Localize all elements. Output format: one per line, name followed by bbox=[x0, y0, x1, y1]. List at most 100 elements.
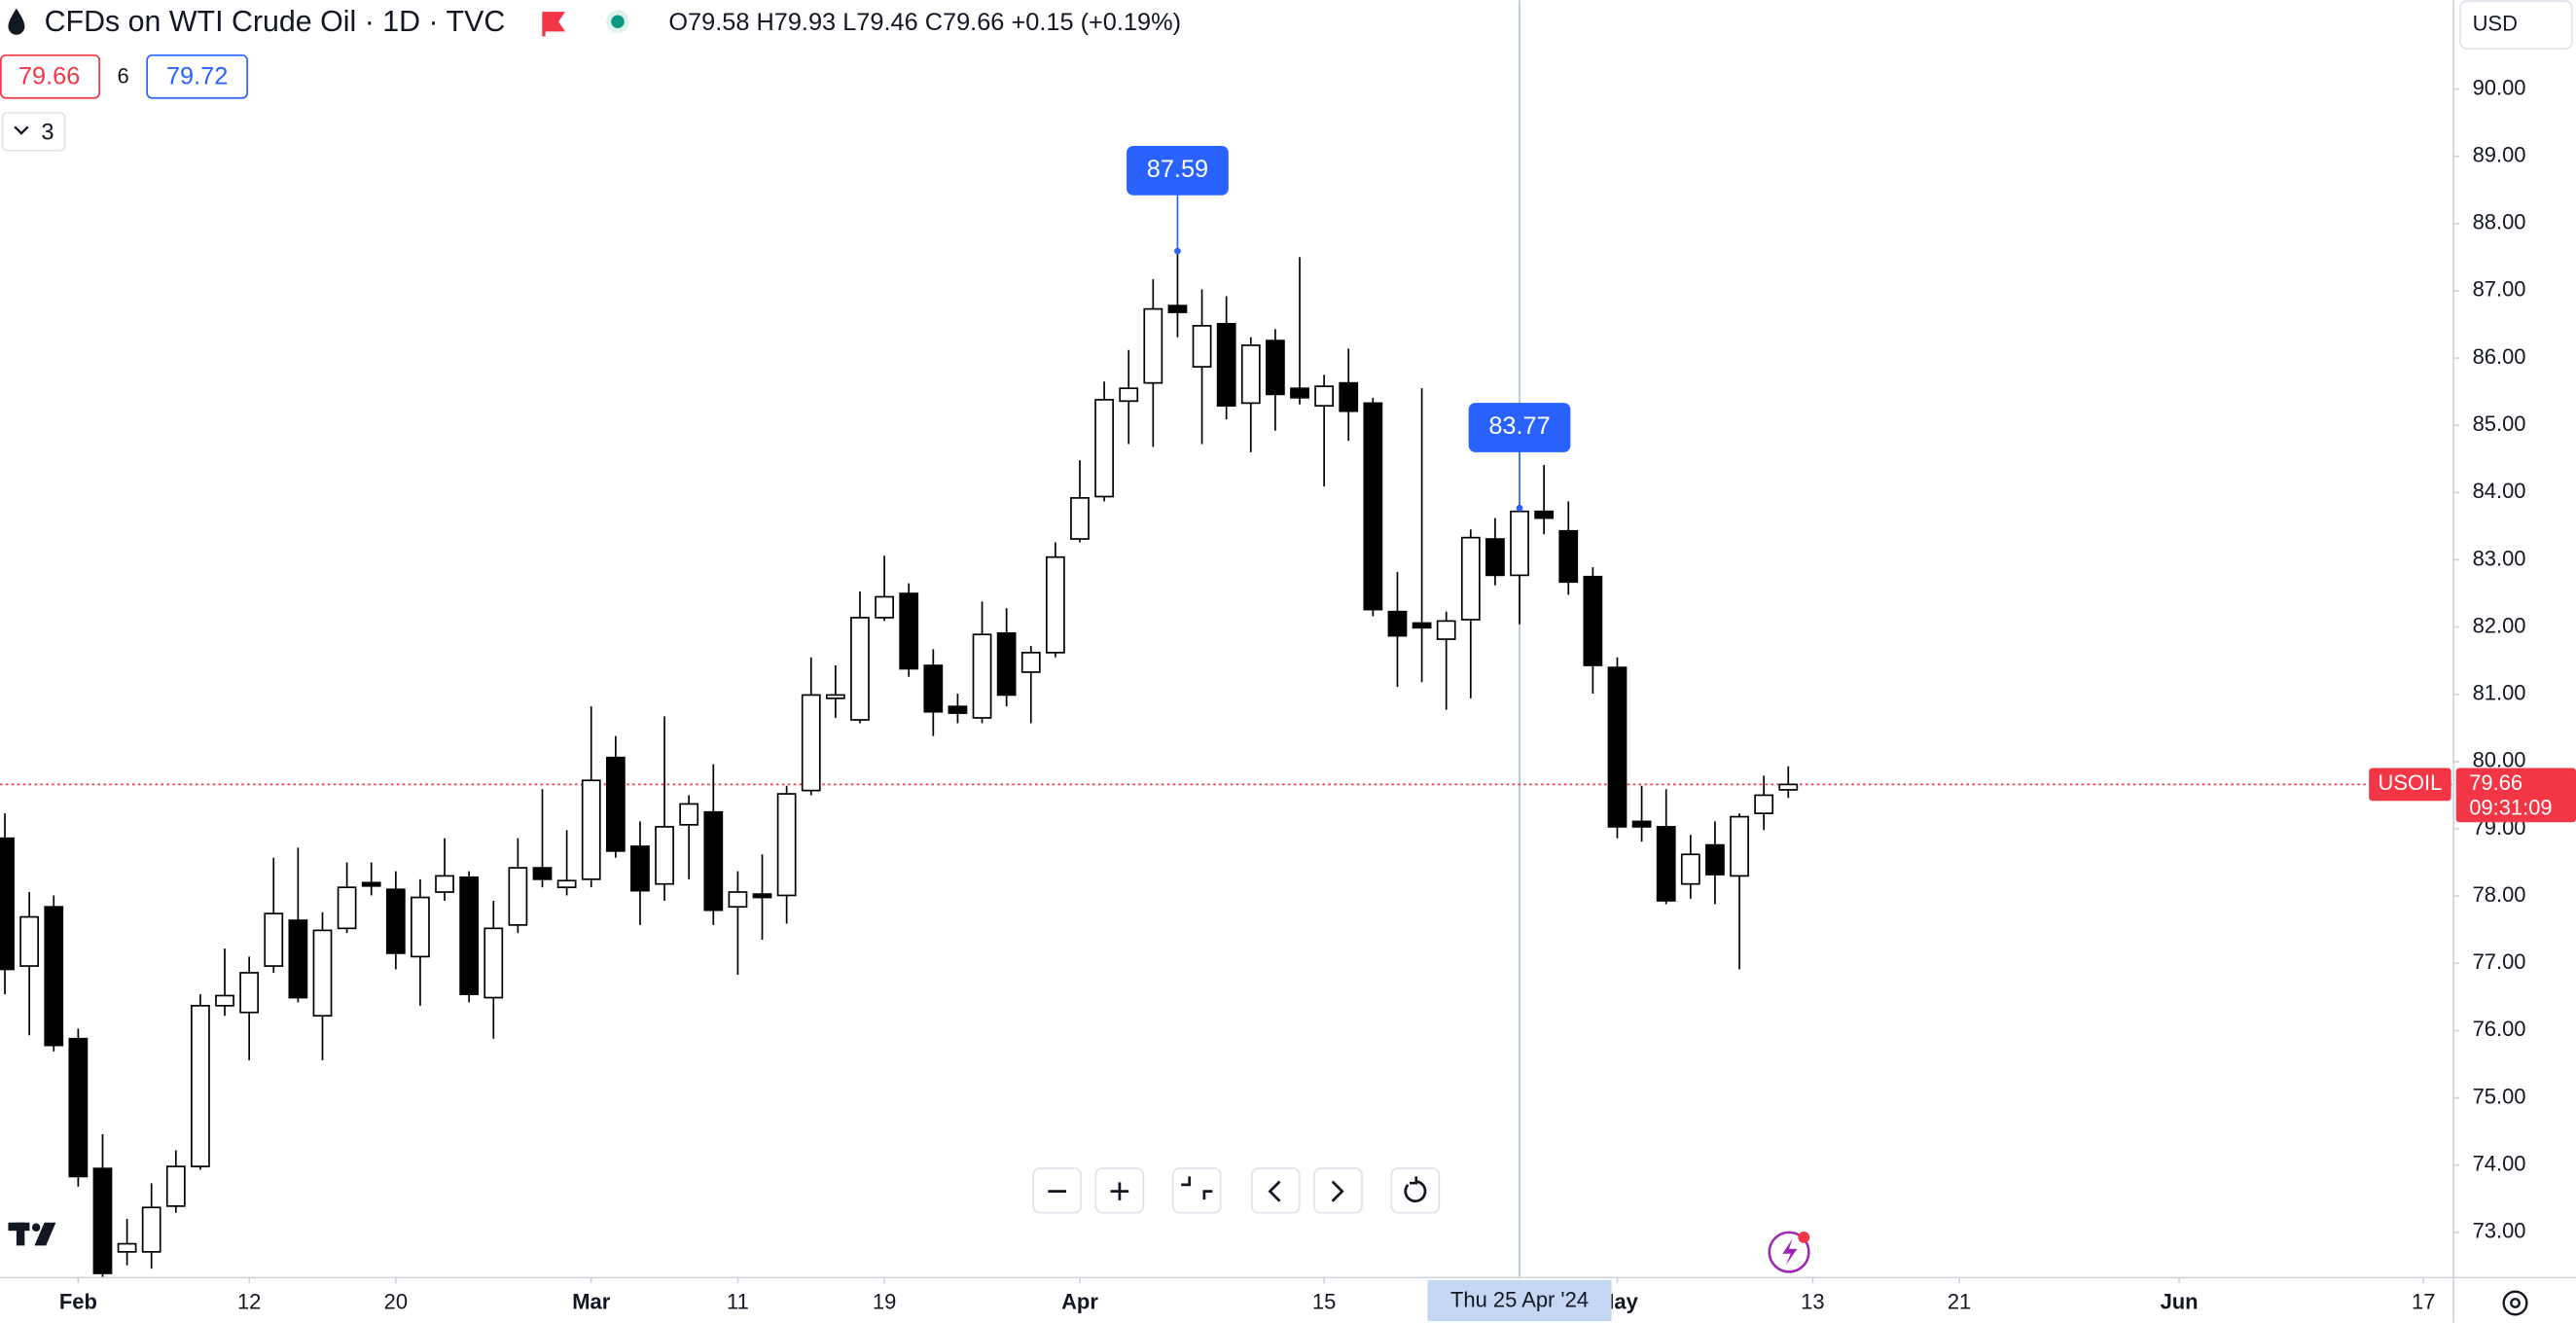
symbol-label-box bbox=[2369, 768, 2451, 802]
callout-box bbox=[1127, 146, 1229, 196]
candle-body bbox=[191, 1004, 210, 1167]
candle-body bbox=[1754, 794, 1774, 814]
ask-price: 79.72 bbox=[166, 62, 228, 89]
candle-body bbox=[165, 1165, 186, 1207]
candle-body bbox=[312, 929, 333, 1018]
reset-chart-button[interactable] bbox=[1390, 1167, 1441, 1214]
candle-body bbox=[1070, 497, 1090, 540]
candle-body bbox=[1534, 510, 1555, 519]
candle-body bbox=[411, 896, 430, 958]
price-label-box bbox=[2455, 768, 2576, 823]
candle-body bbox=[996, 631, 1017, 697]
candle-body bbox=[508, 867, 528, 926]
candle-body bbox=[1436, 620, 1456, 640]
candle-body bbox=[385, 888, 406, 954]
candle-body bbox=[1387, 610, 1408, 637]
indicators-toggle[interactable] bbox=[1, 112, 66, 152]
candle-body bbox=[1240, 344, 1261, 405]
candle-body bbox=[1363, 402, 1383, 611]
candle-body bbox=[1705, 843, 1725, 876]
candle-body bbox=[899, 592, 919, 670]
x-tick-label: 19 bbox=[873, 1289, 896, 1313]
symbol-icon bbox=[8, 8, 25, 35]
zoom-in-button[interactable] bbox=[1094, 1167, 1145, 1214]
callout-dot bbox=[1516, 504, 1523, 512]
x-tick-label: Apr bbox=[1061, 1289, 1098, 1313]
candle-body bbox=[948, 705, 968, 714]
candle-body bbox=[117, 1242, 137, 1253]
y-tick-label: 74.00 bbox=[2473, 1151, 2526, 1175]
scroll-left-button[interactable] bbox=[1251, 1167, 1301, 1214]
legend-close: C79.66 bbox=[925, 9, 1005, 36]
x-tick-label: Jun bbox=[2161, 1289, 2199, 1313]
y-tick-label: 73.00 bbox=[2473, 1219, 2526, 1243]
flag-icon[interactable] bbox=[542, 12, 565, 37]
bid-price: 79.66 bbox=[18, 62, 80, 89]
candle-body bbox=[68, 1037, 89, 1178]
candle-body bbox=[630, 845, 650, 892]
candle-body bbox=[532, 867, 553, 880]
reset-zoom-button[interactable] bbox=[1171, 1167, 1222, 1214]
candle-body bbox=[1680, 853, 1700, 885]
candle-body bbox=[483, 927, 504, 999]
y-tick-label: 89.00 bbox=[2473, 142, 2526, 166]
y-tick-label: 87.00 bbox=[2473, 277, 2526, 302]
y-tick-label: 78.00 bbox=[2473, 882, 2526, 907]
indicators-count: 3 bbox=[41, 120, 54, 145]
candle-body bbox=[1631, 820, 1652, 828]
y-tick-label: 90.00 bbox=[2473, 75, 2526, 99]
candle-body bbox=[1020, 652, 1041, 673]
y-tick-label: 86.00 bbox=[2473, 344, 2526, 369]
settings-button[interactable] bbox=[2502, 1290, 2528, 1316]
candle-body bbox=[44, 906, 64, 1047]
legend-open: O79.58 bbox=[668, 9, 749, 36]
x-tick-label: 12 bbox=[237, 1289, 261, 1313]
candle-body bbox=[679, 803, 699, 826]
candle-body bbox=[459, 876, 480, 995]
candle-body bbox=[1192, 325, 1212, 368]
candle-body bbox=[1094, 399, 1114, 498]
candle-body bbox=[1778, 783, 1799, 791]
candle-body bbox=[1412, 622, 1432, 629]
legend-high: H79.93 bbox=[756, 9, 836, 36]
chart-title: CFDs on WTI Crude Oil · 1D · TVC bbox=[45, 5, 506, 38]
candle-body bbox=[1460, 536, 1481, 621]
candle-body bbox=[581, 779, 601, 880]
candle-body bbox=[850, 617, 870, 721]
candle-body bbox=[1730, 815, 1749, 877]
candle-body bbox=[972, 633, 992, 719]
currency-select[interactable] bbox=[2459, 0, 2573, 50]
candle-body bbox=[1290, 387, 1309, 399]
x-tick-label: 21 bbox=[1948, 1289, 1971, 1313]
candle-body bbox=[752, 893, 772, 899]
price-callout: 83.77 bbox=[1468, 403, 1571, 512]
candle-body bbox=[1167, 304, 1188, 313]
candle-body bbox=[1314, 385, 1335, 407]
candle-body bbox=[19, 915, 40, 967]
candle-body bbox=[1143, 307, 1163, 384]
ask-box[interactable] bbox=[146, 54, 249, 99]
zoom-toolbar bbox=[1032, 1167, 1441, 1214]
crosshair-label: Thu 25 Apr '24 bbox=[1450, 1288, 1589, 1312]
y-tick-label: 85.00 bbox=[2473, 411, 2526, 436]
candle-body bbox=[1656, 826, 1676, 902]
zoom-out-button[interactable] bbox=[1032, 1167, 1083, 1214]
bid-box[interactable] bbox=[0, 54, 101, 99]
candle-body bbox=[264, 912, 284, 967]
candle-body bbox=[337, 886, 357, 930]
y-tick-label: 84.00 bbox=[2473, 479, 2526, 503]
x-tick-label: Mar bbox=[572, 1289, 610, 1313]
callout-dot bbox=[1174, 247, 1181, 255]
currency: USD bbox=[2473, 11, 2518, 35]
callout-box bbox=[1468, 403, 1571, 452]
candle-body bbox=[435, 875, 454, 893]
candle-body bbox=[825, 694, 845, 699]
flash-button[interactable] bbox=[1768, 1231, 1810, 1273]
legend-change: +0.15 (+0.19%) bbox=[1011, 9, 1181, 36]
candle-body bbox=[92, 1167, 113, 1274]
scroll-right-button[interactable] bbox=[1313, 1167, 1363, 1214]
candle-body bbox=[703, 810, 724, 912]
candle-body bbox=[556, 879, 577, 889]
